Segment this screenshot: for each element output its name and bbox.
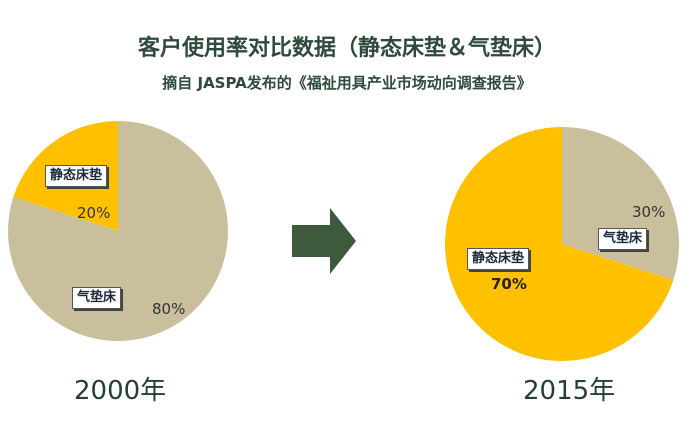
pie-2015-year-label: 2015年 — [523, 376, 616, 406]
right-arrow-icon — [292, 208, 356, 274]
chart-title: 客户使用率对比数据（静态床垫＆气垫床） — [137, 36, 556, 61]
pie-2000-static-tag: 静态床垫 — [45, 165, 108, 187]
pie-2015-static-tag: 静态床垫 — [467, 248, 530, 270]
pie-2000-air-tag: 气垫床 — [72, 287, 122, 309]
pie-2015-slice-static — [445, 127, 674, 361]
pie-2015-air-tag: 气垫床 — [598, 228, 648, 250]
pie-2015-static-pct: 70% — [491, 275, 527, 293]
pie-2000-air-pct: 80% — [152, 300, 186, 318]
pie-2015-air-pct: 30% — [632, 203, 666, 221]
pie-2000-year-label: 2000年 — [74, 376, 167, 406]
pie-2000-static-pct: 20% — [77, 204, 111, 222]
pie-2000-slice-air — [8, 121, 229, 341]
pie-2015-slice-air — [562, 127, 679, 281]
chart-subtitle: 摘自 JASPA发布的《福祉用具产业市场动向调查报告》 — [162, 74, 532, 92]
